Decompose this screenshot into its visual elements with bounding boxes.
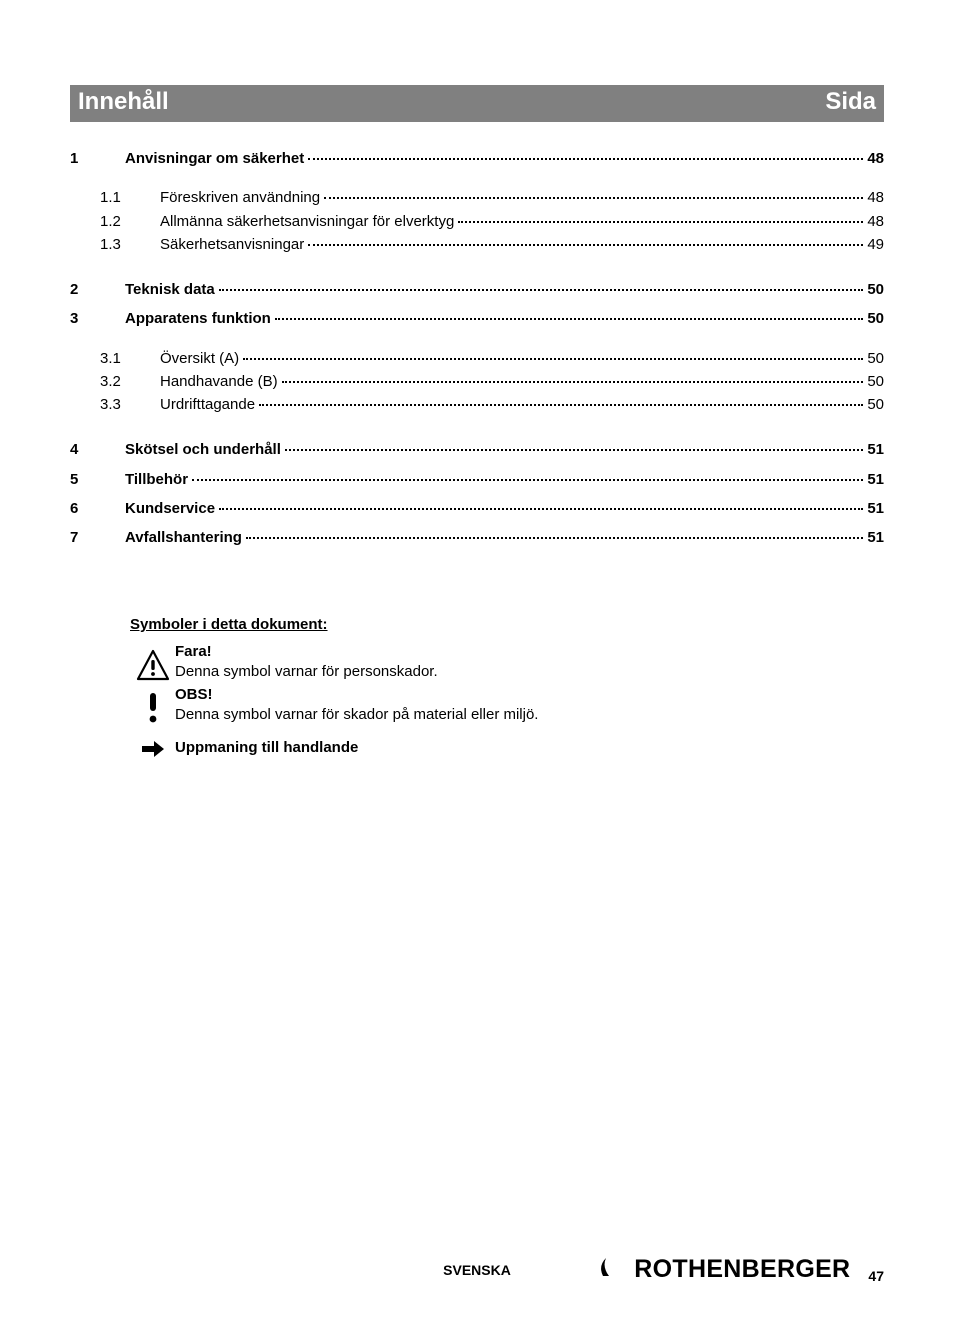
toc-number: 2: [70, 281, 125, 298]
toc-leader-dots: [285, 449, 863, 451]
toc-title: Skötsel och underhåll: [125, 441, 283, 458]
toc-page-number: 51: [865, 529, 884, 546]
toc-header-right: Sida: [825, 88, 876, 116]
symbol-row-danger: Fara! Denna symbol varnar för personskad…: [130, 643, 884, 686]
toc-leader-dots: [192, 479, 863, 481]
toc-entry-main: 7Avfallshantering 51: [70, 529, 884, 546]
toc-entry-main: 2Teknisk data 50: [70, 281, 884, 298]
toc-page-number: 50: [865, 350, 884, 367]
toc-title: Urdrifttagande: [160, 396, 257, 413]
warning-triangle-icon: [130, 645, 175, 685]
toc-title: Säkerhetsanvisningar: [160, 236, 306, 253]
symbols-section: Symboler i detta dokument: Fara! Denna s…: [70, 616, 884, 769]
toc-page-number: 48: [865, 150, 884, 167]
toc-title: Handhavande (B): [160, 373, 280, 390]
toc-leader-dots: [259, 404, 863, 406]
toc-number: 6: [70, 500, 125, 517]
toc-page-number: 48: [865, 189, 884, 206]
toc-header-left: Innehåll: [78, 88, 169, 116]
toc-number: 1: [70, 150, 125, 167]
toc-title: Tillbehör: [125, 471, 190, 488]
toc-number: 1.1: [70, 189, 155, 206]
toc-entry-sub: 1.2 Allmänna säkerhetsanvisningar för elv…: [70, 213, 884, 230]
toc-page-number: 49: [865, 236, 884, 253]
toc-number: 7: [70, 529, 125, 546]
toc-leader-dots: [219, 289, 864, 291]
toc-page-number: 51: [865, 500, 884, 517]
toc-title: Teknisk data: [125, 281, 217, 298]
toc-entry-main: 6Kundservice 51: [70, 500, 884, 517]
symbol-desc: Denna symbol varnar för skador på materi…: [175, 706, 538, 723]
brand-logo: ROTHENBERGER: [600, 1254, 850, 1285]
toc-number: 3.3: [70, 396, 155, 413]
toc-spacer: [70, 179, 884, 189]
toc-leader-dots: [243, 358, 863, 360]
toc-title: Anvisningar om säkerhet: [125, 150, 306, 167]
toc-leader-dots: [324, 197, 863, 199]
toc-number: 1.2: [70, 213, 155, 230]
toc-leader-dots: [282, 381, 864, 383]
toc-page-number: 51: [865, 471, 884, 488]
toc-leader-dots: [308, 158, 863, 160]
brand-text: ROTHENBERGER: [634, 1255, 850, 1284]
footer-language: SVENSKA: [443, 1262, 511, 1278]
toc-leader-dots: [308, 244, 863, 246]
toc-entry-sub: 3.2 Handhavande (B) 50: [70, 373, 884, 390]
toc-number: 5: [70, 471, 125, 488]
brand-mark-icon: [600, 1254, 628, 1285]
toc-leader-dots: [219, 508, 863, 510]
symbol-heading: OBS!: [175, 686, 538, 703]
symbol-row-action: Uppmaning till handlande: [130, 729, 884, 769]
toc-page-number: 50: [865, 373, 884, 390]
page-footer: SVENSKA ROTHENBERGER 47: [0, 1254, 954, 1285]
toc-number: 3: [70, 310, 125, 327]
toc-page-number: 50: [865, 310, 884, 327]
symbol-heading: Fara!: [175, 643, 438, 660]
toc-number: 1.3: [70, 236, 155, 253]
toc-page-number: 50: [865, 281, 884, 298]
symbols-title: Symboler i detta dokument:: [130, 616, 884, 633]
toc-title: Apparatens funktion: [125, 310, 273, 327]
exclamation-icon: [130, 688, 175, 728]
toc-entry-main: 3Apparatens funktion 50: [70, 310, 884, 327]
toc-entry-sub: 1.3 Säkerhetsanvisningar 49: [70, 236, 884, 253]
table-of-contents: 1Anvisningar om säkerhet 48 1.1 Föreskrive…: [70, 150, 884, 546]
toc-number: 3.1: [70, 350, 155, 367]
toc-title: Översikt (A): [160, 350, 241, 367]
toc-page-number: 50: [865, 396, 884, 413]
symbol-desc: Denna symbol varnar för personskador.: [175, 663, 438, 680]
arrow-right-icon: [130, 729, 175, 769]
toc-title: Allmänna säkerhetsanvisningar för elverk…: [160, 213, 456, 230]
toc-entry-main: 5Tillbehör 51: [70, 471, 884, 488]
toc-page-number: 51: [865, 441, 884, 458]
toc-title: Avfallshantering: [125, 529, 244, 546]
toc-header-bar: Innehåll Sida: [70, 85, 884, 122]
toc-leader-dots: [275, 318, 863, 320]
page-content: Innehåll Sida 1Anvisningar om säkerhet 4…: [0, 0, 954, 769]
symbol-row-notice: OBS! Denna symbol varnar för skador på m…: [130, 686, 884, 729]
footer-page-number: 47: [868, 1268, 884, 1284]
toc-leader-dots: [246, 537, 863, 539]
toc-entry-sub: 3.1 Översikt (A) 50: [70, 350, 884, 367]
symbol-text: Uppmaning till handlande: [175, 739, 358, 759]
toc-page-number: 48: [865, 213, 884, 230]
toc-spacer: [70, 259, 884, 269]
toc-spacer: [70, 419, 884, 429]
toc-spacer: [70, 340, 884, 350]
toc-entry-main: 1Anvisningar om säkerhet 48: [70, 150, 884, 167]
toc-number: 4: [70, 441, 125, 458]
symbol-heading: Uppmaning till handlande: [175, 739, 358, 756]
toc-entry-main: 4Skötsel och underhåll 51: [70, 441, 884, 458]
toc-entry-sub: 1.1 Föreskriven användning 48: [70, 189, 884, 206]
symbol-text: Fara! Denna symbol varnar för personskad…: [175, 643, 438, 686]
toc-number: 3.2: [70, 373, 155, 390]
toc-entry-sub: 3.3 Urdrifttagande 50: [70, 396, 884, 413]
symbol-text: OBS! Denna symbol varnar för skador på m…: [175, 686, 538, 729]
toc-leader-dots: [458, 221, 863, 223]
toc-title: Föreskriven användning: [160, 189, 322, 206]
toc-title: Kundservice: [125, 500, 217, 517]
